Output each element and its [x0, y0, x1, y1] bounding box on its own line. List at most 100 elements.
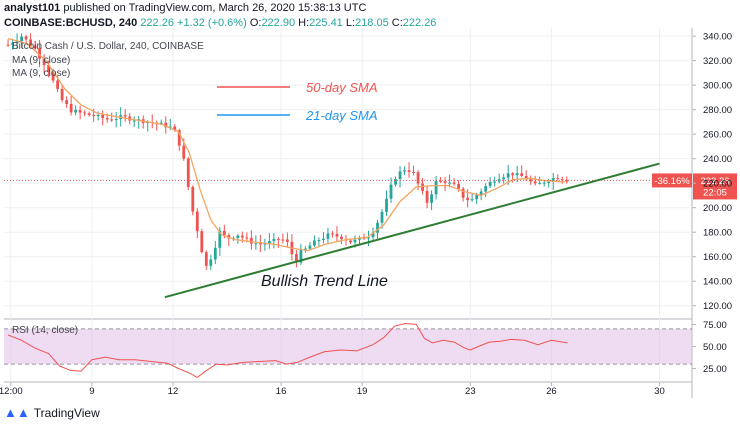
candle-body: [173, 126, 177, 131]
axes: 120.00 140.00 160.00 180.00 200.00 220.00 240.…: [0, 32, 732, 397]
candle-body: [362, 237, 366, 239]
candle-body: [195, 211, 199, 232]
candle-body: [506, 173, 510, 178]
candle-body: [218, 230, 222, 248]
candle-body: [416, 172, 420, 184]
candle-body: [83, 112, 87, 114]
tradingview-branding[interactable]: ▲▲ TradingView: [4, 405, 100, 420]
candle-body: [538, 182, 542, 184]
candle-body: [340, 236, 343, 240]
close-label: C:: [391, 17, 403, 29]
indicator-lines: [4, 37, 692, 378]
candle-body: [177, 130, 181, 146]
candle-body: [267, 241, 271, 244]
price-tick-label: 240.00: [703, 154, 732, 165]
price-tick-label: 320.00: [703, 56, 732, 67]
candle-body: [475, 195, 479, 200]
candle-body: [168, 126, 172, 128]
rsi-legend[interactable]: RSI (14, close): [12, 325, 79, 336]
publish-info: analyst101 published on TradingView.com,…: [4, 2, 366, 14]
candle-body: [87, 113, 91, 116]
candle-body: [560, 178, 564, 181]
candle-body: [56, 80, 60, 89]
candle-body: [132, 120, 136, 122]
candle-body: [164, 122, 168, 128]
time-tick-label: 26: [546, 386, 557, 397]
candle-body: [466, 197, 470, 201]
author-name[interactable]: analyst101: [4, 2, 61, 14]
candle-body: [286, 239, 289, 242]
candle-body: [254, 243, 258, 245]
candle-body: [533, 181, 537, 184]
candle-body: [263, 243, 267, 245]
ma-legend-2[interactable]: MA (9, close): [12, 68, 71, 79]
candle-body: [313, 240, 316, 246]
candles: [6, 33, 569, 271]
rsi-tick-label: 25.00: [703, 364, 727, 375]
candle-body: [29, 39, 32, 46]
tradingview-name: TradingView: [33, 405, 100, 420]
ma-legend-1[interactable]: MA (9, close): [12, 55, 71, 66]
rsi-tick-label: 50.00: [703, 342, 727, 353]
candle-body: [425, 190, 429, 203]
candle-body: [236, 235, 240, 239]
candle-body: [281, 239, 285, 241]
candle-body: [488, 182, 492, 187]
candle-body: [394, 179, 397, 185]
price-tick-label: 160.00: [703, 252, 732, 263]
candle-body: [421, 183, 424, 191]
rsi-band-fill: [4, 328, 692, 365]
publish-text: published on TradingView.com, March 26, …: [63, 2, 367, 14]
candle-body: [186, 158, 190, 187]
candle-body: [452, 182, 456, 184]
price-tick-label: 260.00: [703, 130, 732, 141]
ohlc-bar: COINBASE:BCHUSD, 240 222.26 +1.32 (+0.6%…: [4, 17, 436, 29]
open-value: 222.90: [261, 17, 296, 29]
candle-body: [443, 181, 447, 183]
candle-body: [276, 238, 280, 240]
rsi-tick-label: 75.00: [703, 320, 727, 331]
pct-tag-text: -36.16%: [654, 176, 690, 187]
candle-body: [74, 109, 78, 113]
candle-body: [114, 118, 118, 120]
sma21-label: 21-day SMA: [305, 108, 378, 123]
candle-body: [461, 188, 465, 198]
symbol-label: COINBASE:BCHUSD, 240: [4, 17, 138, 29]
candle-body: [42, 58, 46, 66]
low-value: 218.05: [355, 17, 389, 29]
price-tick-label: 120.00: [703, 301, 732, 312]
candle-body: [398, 171, 402, 180]
candle-body: [403, 170, 406, 172]
close-value: 222.26: [402, 17, 437, 29]
rsi-band: [4, 328, 692, 365]
candle-body: [240, 235, 244, 238]
candle-body: [24, 36, 28, 40]
price-tick-label: 140.00: [703, 277, 732, 288]
candle-body: [20, 36, 23, 42]
candle-body: [245, 237, 249, 239]
tradingview-logo-icon: ▲▲: [4, 405, 30, 420]
candle-body: [470, 199, 474, 201]
pct-tag-bg: [652, 173, 692, 188]
candle-body: [547, 181, 551, 183]
candle-body: [60, 88, 64, 101]
candle-body: [349, 240, 352, 243]
candle-body: [304, 248, 307, 251]
series-title[interactable]: Bitcoin Cash / U.S. Dollar, 240, COINBAS…: [12, 41, 204, 52]
candle-body: [272, 238, 276, 242]
high-label: H:: [298, 17, 310, 29]
candle-body: [101, 114, 105, 119]
candle-body: [358, 237, 361, 240]
candle-body: [430, 194, 433, 203]
candle-body: [520, 173, 524, 176]
candle-body: [96, 114, 100, 116]
sma50-label: 50-day SMA: [306, 80, 378, 95]
price-tick-label: 280.00: [703, 105, 732, 116]
candle-body: [200, 231, 204, 253]
price-tick-label: 220.00: [703, 179, 732, 190]
candle-body: [15, 41, 19, 44]
candle-body: [524, 175, 528, 180]
candle-body: [326, 233, 330, 239]
time-tick-label: 16: [276, 386, 287, 397]
